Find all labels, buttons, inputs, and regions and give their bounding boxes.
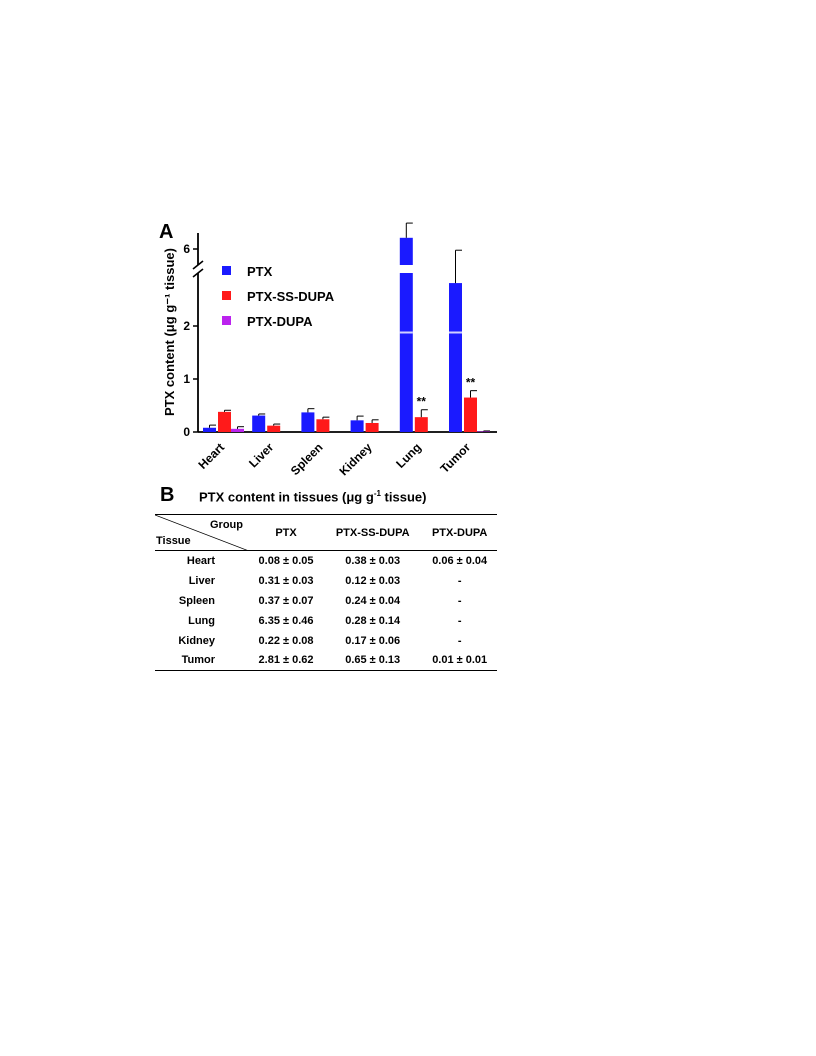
table-row: Heart 0.08 ± 0.05 0.38 ± 0.03 0.06 ± 0.04 [155,551,497,571]
column-header-ptx-ss-dupa: PTX-SS-DUPA [335,526,410,539]
legend-label-ptx-dupa: PTX-DUPA [247,314,313,329]
row-label-heart: Heart [186,554,215,567]
category-label-tumor: Tumor [437,440,473,476]
ptx-content-table: Group Tissue PTX PTX-SS-DUPA PTX-DUPA He… [155,514,497,671]
table-cell: 0.08 ± 0.05 [258,554,314,567]
y-axis-title: PTX content (μg g⁻¹ tissue) [162,248,177,416]
bar-spleen-ptx [301,412,315,432]
corner-tissue-label: Tissue [156,535,191,547]
row-label-lung: Lung [188,614,215,627]
y-tick-label-0: 0 [183,425,190,439]
table-cell: 0.12 ± 0.03 [345,574,401,587]
column-header-ptx: PTX [275,526,297,539]
bar-heart-ptx-dupa [231,428,244,432]
bar-heart-ptx [203,427,216,432]
row-label-tumor: Tumor [181,654,215,667]
bar-lung-ptx [399,273,413,432]
bar-lung-ptx-upper [399,237,413,265]
bar-kidney-ptx-ss-dupa [365,422,379,432]
significance-label-tumor: ** [466,376,476,390]
table-title: PTX content in tissues (μg g-1 tissue) [199,488,427,504]
table-cell: 0.17 ± 0.06 [345,634,401,647]
table-cell: 6.35 ± 0.46 [258,614,314,627]
bar-chart: A 0 1 2 6 PTX content (μg g⁻¹ tissue) Heart Li… [159,221,497,478]
table-cell: - [457,594,462,607]
table-row: Kidney 0.22 ± 0.08 0.17 ± 0.06 - [155,631,497,651]
corner-group-label: Group [210,519,243,531]
row-label-kidney: Kidney [178,634,215,647]
table-header-row: Group Tissue PTX PTX-SS-DUPA PTX-DUPA [155,515,497,551]
row-label-liver: Liver [188,574,215,587]
y-tick-label-2: 2 [183,319,190,333]
table-cell: 0.31 ± 0.03 [258,574,314,587]
table-cell: 0.06 ± 0.04 [432,554,488,567]
bar-liver-ptx-ss-dupa [267,425,281,432]
table-cell: - [457,614,462,627]
significance-label-lung: ** [417,395,427,409]
legend-swatch-ptx [222,266,231,275]
table-cell: 0.24 ± 0.04 [345,594,401,607]
category-label-liver: Liver [246,440,276,470]
table-title-sup: -1 [373,488,381,498]
table-cell: 0.38 ± 0.03 [345,554,401,567]
legend-label-ptx-ss-dupa: PTX-SS-DUPA [247,289,335,304]
table-cell: - [457,574,462,587]
table-cell: - [457,634,462,647]
panel-label-a: A [159,221,173,243]
corner-cell: Group Tissue [155,515,249,551]
table-cell: 2.81 ± 0.62 [258,654,314,667]
category-label-heart: Heart [196,440,228,472]
axis-break-mark-lower [192,268,204,278]
table-cell: 0.22 ± 0.08 [258,634,314,647]
table-row: Liver 0.31 ± 0.03 0.12 ± 0.03 - [155,571,497,591]
bar-heart-ptx-ss-dupa [218,411,231,432]
category-label-lung: Lung [393,440,424,471]
table-row: Tumor 2.81 ± 0.62 0.65 ± 0.13 0.01 ± 0.01 [155,651,497,671]
table-row: Spleen 0.37 ± 0.07 0.24 ± 0.04 - [155,591,497,611]
table-row: Lung 6.35 ± 0.46 0.28 ± 0.14 - [155,611,497,631]
bar-tumor-ptx-dupa [477,431,490,432]
bar-liver-ptx [252,415,266,432]
legend-label-ptx: PTX [247,264,273,279]
panel-b: B PTX content in tissues (μg g-1 tissue)… [150,484,510,671]
axis-break-mark-upper [192,260,204,270]
bar-lung-ptx-ss-dupa [414,417,428,432]
table-cell: 0.65 ± 0.13 [345,654,401,667]
bar-tumor-ptx [449,283,462,432]
bar-kidney-ptx [350,420,364,432]
row-label-spleen: Spleen [178,594,215,607]
bar-spleen-ptx-ss-dupa [316,419,330,432]
category-label-spleen: Spleen [288,440,326,478]
column-header-ptx-dupa: PTX-DUPA [431,526,488,539]
category-label-kidney: Kidney [337,440,375,478]
legend-swatch-ptx-ss-dupa [222,291,231,300]
bar-tumor-ptx-ss-dupa [464,397,477,432]
y-tick-label-6: 6 [183,242,190,256]
table-cell: 0.28 ± 0.14 [345,614,401,627]
table-cell: 0.37 ± 0.07 [258,594,314,607]
y-tick-label-1: 1 [183,372,190,386]
table-cell: 0.01 ± 0.01 [432,654,488,667]
panel-label-b: B [160,484,175,506]
legend-swatch-ptx-dupa [222,316,231,325]
